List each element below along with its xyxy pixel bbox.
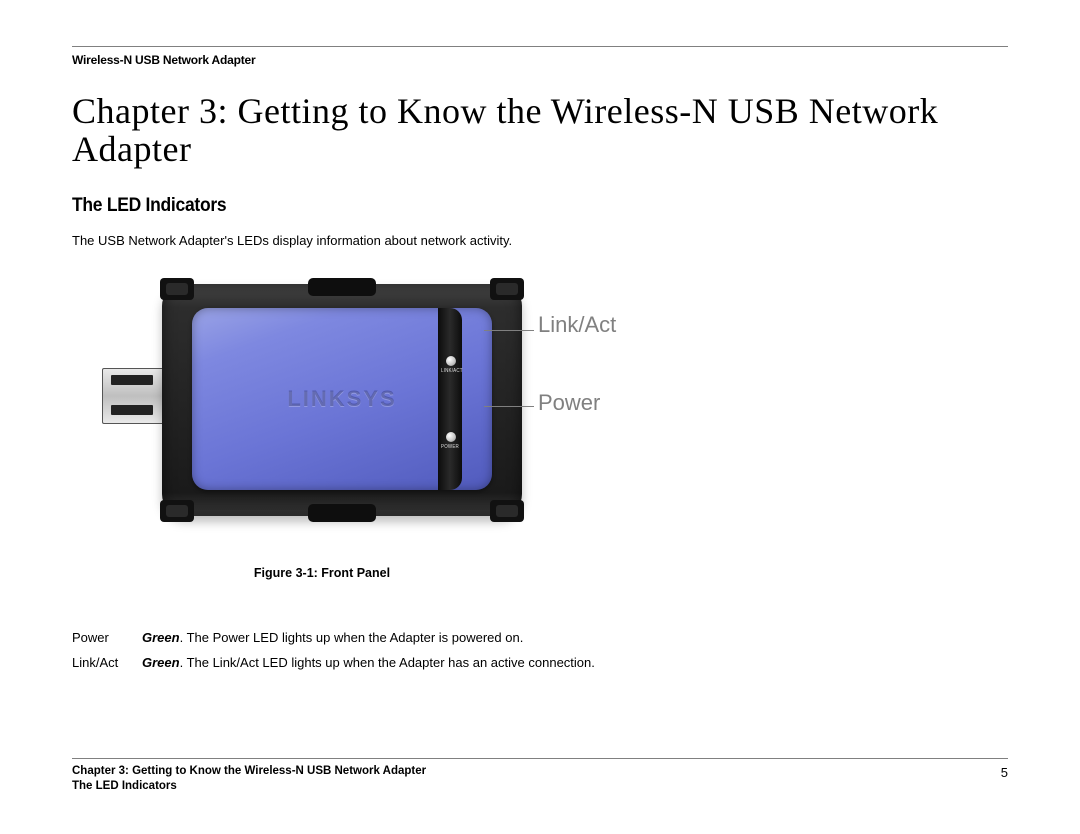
- definition-row: Power Green. The Power LED lights up whe…: [72, 630, 1008, 645]
- footer-rule: [72, 758, 1008, 759]
- definition-desc: Green. The Power LED lights up when the …: [142, 630, 523, 645]
- footer-section: The LED Indicators: [72, 780, 1008, 792]
- section-title: The LED Indicators: [72, 195, 933, 217]
- definitions-list: Power Green. The Power LED lights up whe…: [72, 630, 1008, 670]
- clip-icon: [490, 500, 524, 522]
- footer-chapter: Chapter 3: Getting to Know the Wireless-…: [72, 765, 426, 780]
- section-body: The USB Network Adapter's LEDs display i…: [72, 233, 1008, 248]
- running-header: Wireless-N USB Network Adapter: [72, 53, 1008, 67]
- figure: LINKSYS LINK/ACT POWER Link/Act Power: [72, 262, 692, 552]
- header-rule: [72, 46, 1008, 47]
- definition-color: Green: [142, 630, 180, 645]
- led-strip: LINK/ACT POWER: [438, 308, 462, 490]
- callout-power: Power: [538, 390, 600, 416]
- page-number: 5: [1001, 765, 1008, 780]
- definition-term: Link/Act: [72, 655, 142, 670]
- led-linkact-icon: [446, 356, 456, 366]
- brand-text: LINKSYS: [287, 386, 396, 412]
- definition-text: . The Link/Act LED lights up when the Ad…: [180, 655, 595, 670]
- callout-line: [484, 406, 534, 407]
- document-page: Wireless-N USB Network Adapter Chapter 3…: [0, 0, 1080, 834]
- callout-line: [484, 330, 534, 331]
- clip-icon: [160, 278, 194, 300]
- definition-color: Green: [142, 655, 180, 670]
- device-illustration: LINKSYS LINK/ACT POWER: [102, 272, 522, 532]
- definition-text: . The Power LED lights up when the Adapt…: [180, 630, 524, 645]
- chapter-title: Chapter 3: Getting to Know the Wireless-…: [72, 93, 1008, 169]
- figure-caption: Figure 3-1: Front Panel: [112, 566, 532, 580]
- led-power-label: POWER: [441, 444, 459, 450]
- clip-icon: [490, 278, 524, 300]
- led-power-icon: [446, 432, 456, 442]
- definition-term: Power: [72, 630, 142, 645]
- page-footer: Chapter 3: Getting to Know the Wireless-…: [72, 758, 1008, 792]
- notch-icon: [308, 504, 376, 522]
- clip-icon: [160, 500, 194, 522]
- definition-desc: Green. The Link/Act LED lights up when t…: [142, 655, 595, 670]
- definition-row: Link/Act Green. The Link/Act LED lights …: [72, 655, 1008, 670]
- notch-icon: [308, 278, 376, 296]
- led-linkact-label: LINK/ACT: [441, 368, 459, 374]
- callout-linkact: Link/Act: [538, 312, 616, 338]
